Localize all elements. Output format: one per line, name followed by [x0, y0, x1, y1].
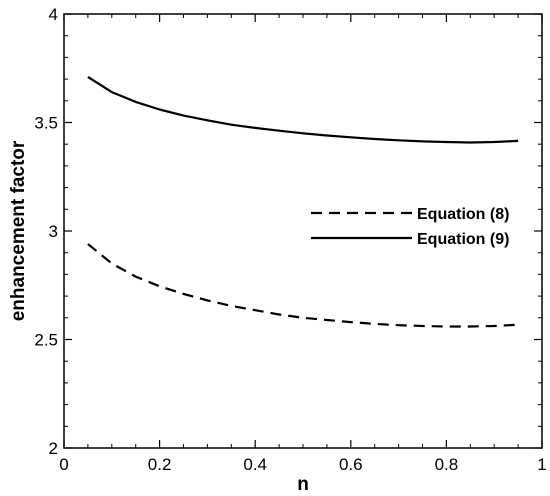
y-tick-label: 2.5: [34, 331, 58, 350]
y-tick-label: 3.5: [34, 114, 58, 133]
y-tick-label: 3: [49, 222, 58, 241]
axis-ticks: 0 0.2 0.4 0.6 0.8 1 2 2.5 3 3.5 4: [34, 5, 546, 474]
x-tick-label: 0: [59, 455, 68, 474]
x-tick-label: 0.2: [148, 455, 172, 474]
x-tick-label: 0.4: [243, 455, 267, 474]
y-tick-label: 4: [49, 5, 58, 24]
series-line-1: [87, 243, 519, 328]
y-axis-title: enhancement factor: [8, 140, 29, 321]
x-tick-label: 0.6: [339, 455, 363, 474]
x-tick-label: 1: [537, 455, 546, 474]
series-line-2: [87, 75, 519, 144]
legend: Equation (8) Equation (9): [311, 206, 509, 248]
series-group: [87, 75, 519, 328]
x-tick-label: 0.8: [435, 455, 459, 474]
legend-label-2: Equation (9): [417, 231, 509, 248]
y-tick-label: 2: [49, 439, 58, 458]
legend-label-1: Equation (8): [417, 206, 509, 223]
x-axis-title: n: [297, 474, 309, 495]
